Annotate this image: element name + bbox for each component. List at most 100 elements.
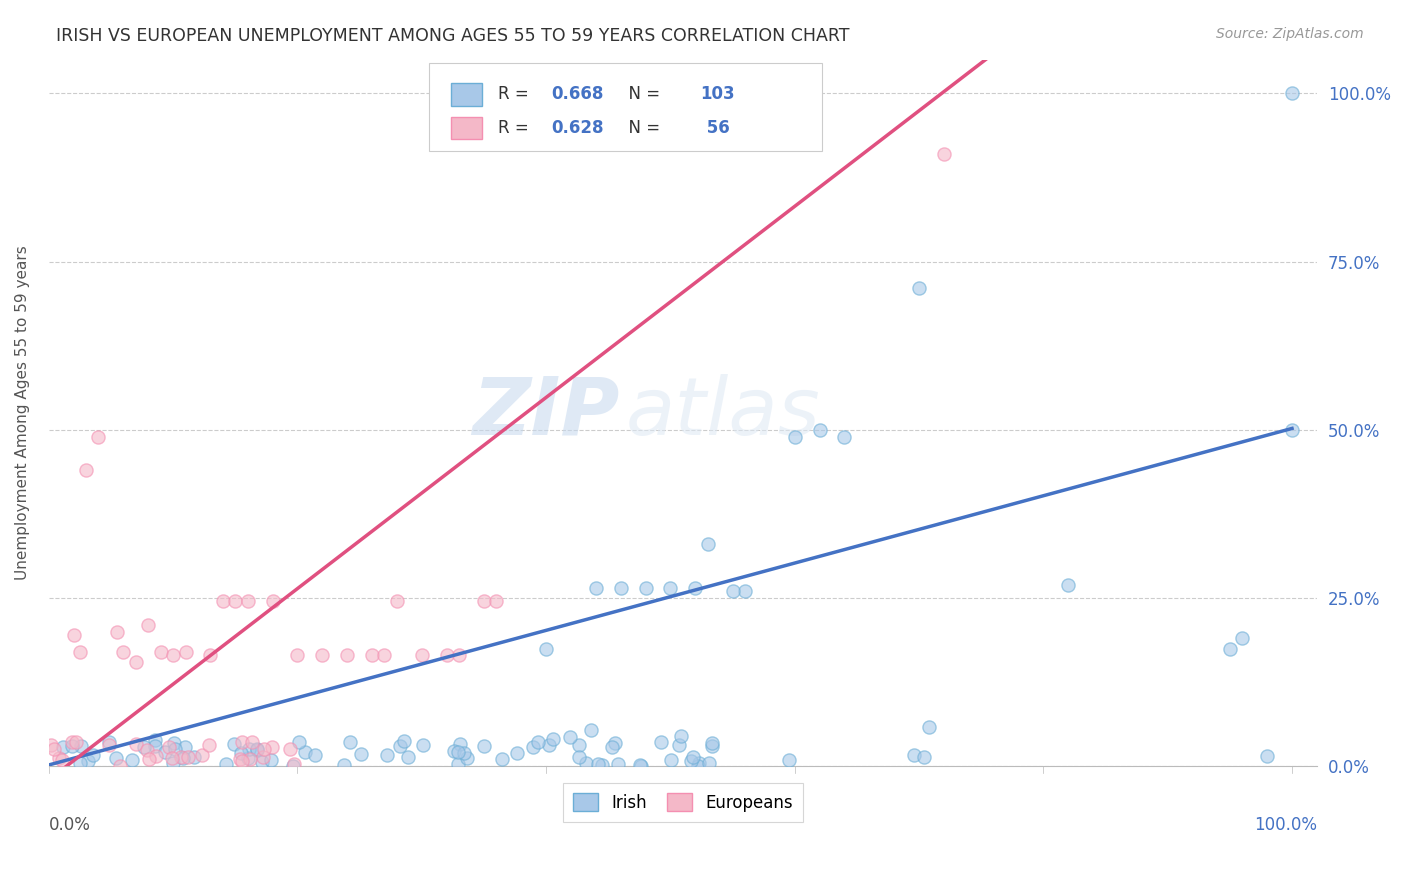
Point — [607, 757, 630, 772]
Point — [136, 743, 159, 757]
Text: 0.0%: 0.0% — [49, 816, 90, 834]
Point — [700, 736, 723, 750]
Point — [260, 753, 283, 767]
FancyBboxPatch shape — [451, 117, 482, 139]
Point — [560, 730, 582, 744]
Point — [253, 742, 276, 756]
Point — [436, 648, 458, 663]
Point — [250, 755, 273, 769]
Point — [609, 581, 631, 595]
Point — [1281, 423, 1303, 437]
Point — [681, 754, 703, 768]
Point — [98, 735, 121, 749]
Text: R =: R = — [498, 120, 534, 137]
Point — [155, 745, 177, 759]
Point — [373, 648, 395, 663]
Point — [162, 756, 184, 771]
Point — [69, 739, 91, 753]
Point — [162, 750, 184, 764]
Point — [228, 752, 250, 766]
Point — [69, 645, 91, 659]
Point — [294, 745, 316, 759]
Point — [671, 729, 693, 743]
Point — [449, 737, 471, 751]
Text: N =: N = — [619, 86, 665, 103]
Point — [447, 757, 470, 772]
Point — [389, 739, 412, 753]
Point — [105, 624, 128, 639]
Text: Source: ZipAtlas.com: Source: ZipAtlas.com — [1216, 27, 1364, 41]
Point — [394, 734, 416, 748]
Text: atlas: atlas — [626, 374, 821, 452]
Point — [721, 584, 744, 599]
Y-axis label: Unemployment Among Ages 55 to 59 years: Unemployment Among Ages 55 to 59 years — [15, 245, 30, 581]
Point — [696, 537, 718, 551]
Point — [485, 594, 508, 608]
Point — [224, 594, 246, 608]
Point — [239, 752, 262, 766]
Point — [198, 738, 221, 752]
Point — [262, 594, 284, 608]
Point — [145, 732, 167, 747]
Point — [630, 759, 652, 773]
Point — [98, 739, 121, 753]
Point — [172, 751, 194, 765]
Point — [912, 749, 935, 764]
Point — [231, 735, 253, 749]
Point — [472, 739, 495, 753]
Point — [311, 648, 333, 663]
Point — [145, 748, 167, 763]
Point — [585, 581, 607, 595]
Point — [1219, 641, 1241, 656]
Point — [908, 281, 931, 295]
Point — [215, 757, 238, 772]
Point — [39, 739, 62, 753]
Point — [385, 594, 408, 608]
Point — [170, 750, 193, 764]
Point — [682, 749, 704, 764]
Text: N =: N = — [619, 120, 665, 137]
Point — [333, 757, 356, 772]
Point — [568, 749, 591, 764]
Point — [472, 594, 495, 608]
Point — [229, 746, 252, 760]
Point — [87, 429, 110, 443]
Point — [628, 757, 651, 772]
Point — [412, 738, 434, 752]
Point — [224, 737, 246, 751]
Point — [591, 758, 613, 772]
Point — [834, 429, 856, 443]
Point — [62, 628, 84, 642]
Text: R =: R = — [498, 86, 534, 103]
Point — [375, 748, 398, 763]
Point — [60, 739, 83, 753]
Point — [231, 754, 253, 768]
Point — [783, 429, 806, 443]
Point — [174, 645, 197, 659]
Point — [568, 738, 591, 752]
Point — [491, 751, 513, 765]
Point — [138, 752, 160, 766]
Point — [447, 648, 470, 663]
Point — [65, 734, 87, 748]
Point — [443, 744, 465, 758]
Point — [446, 745, 468, 759]
Point — [162, 648, 184, 663]
Point — [280, 741, 302, 756]
Point — [505, 746, 527, 760]
Point — [104, 751, 127, 765]
Point — [165, 742, 187, 756]
Point — [69, 756, 91, 771]
Point — [60, 735, 83, 749]
Point — [1232, 632, 1254, 646]
Text: 0.628: 0.628 — [551, 120, 603, 137]
Point — [108, 759, 131, 773]
Point — [183, 749, 205, 764]
Point — [538, 738, 561, 752]
Point — [534, 641, 557, 656]
Point — [541, 732, 564, 747]
Point — [411, 648, 433, 663]
Point — [112, 645, 135, 659]
Point — [1256, 749, 1278, 764]
Point — [659, 581, 682, 595]
